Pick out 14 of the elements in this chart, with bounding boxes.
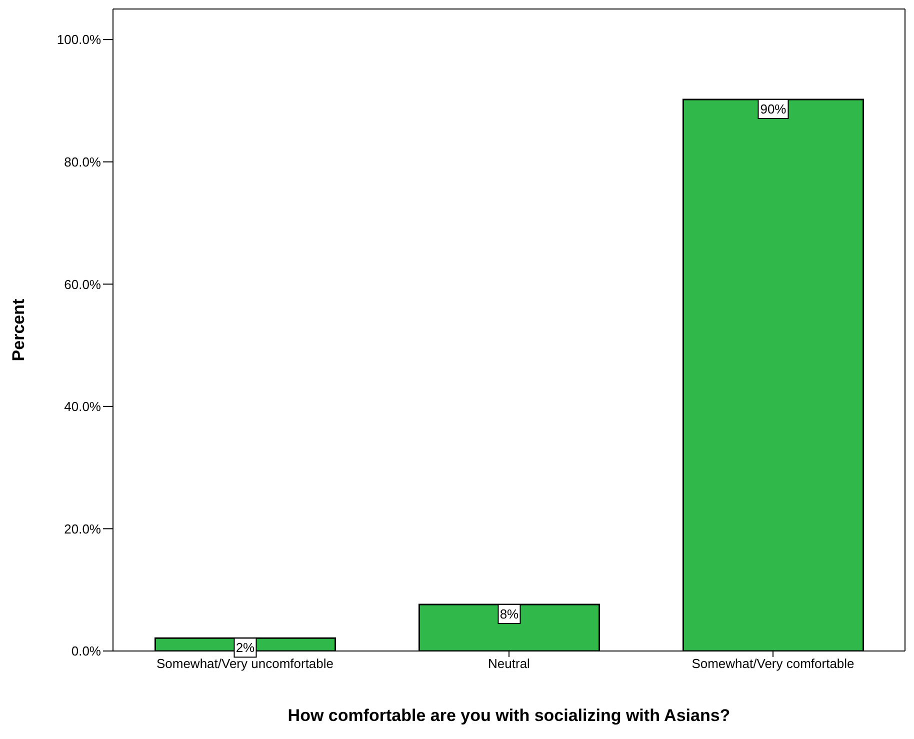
y-tick-label: 20.0% xyxy=(64,521,102,536)
x-tick-label: Somewhat/Very comfortable xyxy=(692,656,854,672)
data-label: 90% xyxy=(760,101,787,116)
x-tick-label: Neutral xyxy=(488,656,530,672)
y-tick-label: 80.0% xyxy=(64,154,102,170)
y-tick-label: 60.0% xyxy=(64,276,102,292)
y-axis-title: Percent xyxy=(9,298,28,362)
y-tick-label: 40.0% xyxy=(64,399,102,414)
x-axis-title: How comfortable are you with socializing with Asians? xyxy=(288,706,730,725)
data-label: 8% xyxy=(500,606,520,622)
y-tick-label: 0.0% xyxy=(71,644,102,659)
data-label: 2% xyxy=(236,640,256,656)
x-tick-label: Somewhat/Very uncomfortable xyxy=(156,656,334,672)
y-tick-label: 100.0% xyxy=(56,32,102,48)
